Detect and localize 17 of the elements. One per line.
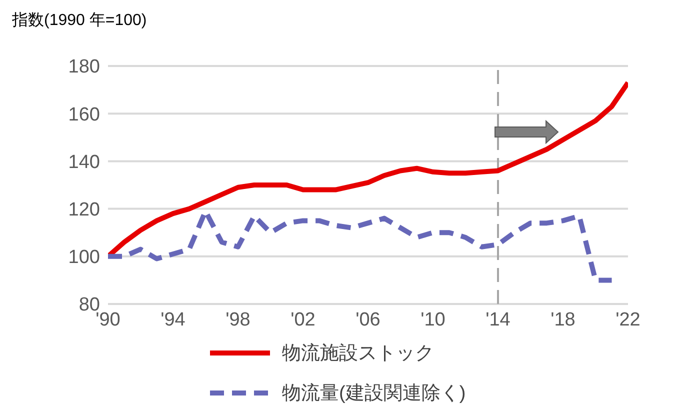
x-tick-label: '06 [356,309,380,330]
y-tick-label: 100 [68,247,100,268]
x-tick-label: '02 [290,309,316,330]
x-tick-label: '14 [486,309,511,330]
x-tick-label: '94 [160,309,186,330]
x-tick-label: '18 [550,309,576,330]
x-tick-label: '90 [96,309,120,330]
y-tick-label: 120 [68,200,100,221]
x-tick-label: '22 [616,309,640,330]
y-tick-label: 160 [68,104,100,126]
y-tick-label: 180 [68,56,100,78]
x-tick-label: '10 [420,309,446,330]
x-tick-label: '98 [226,309,250,330]
y-tick-label: 140 [68,152,100,173]
legend-label: 物流施設ストック [282,342,434,366]
chart-title: 指数(1990 年=100) [12,11,147,31]
legend-label: 物流量(建設関連除く) [282,382,466,406]
